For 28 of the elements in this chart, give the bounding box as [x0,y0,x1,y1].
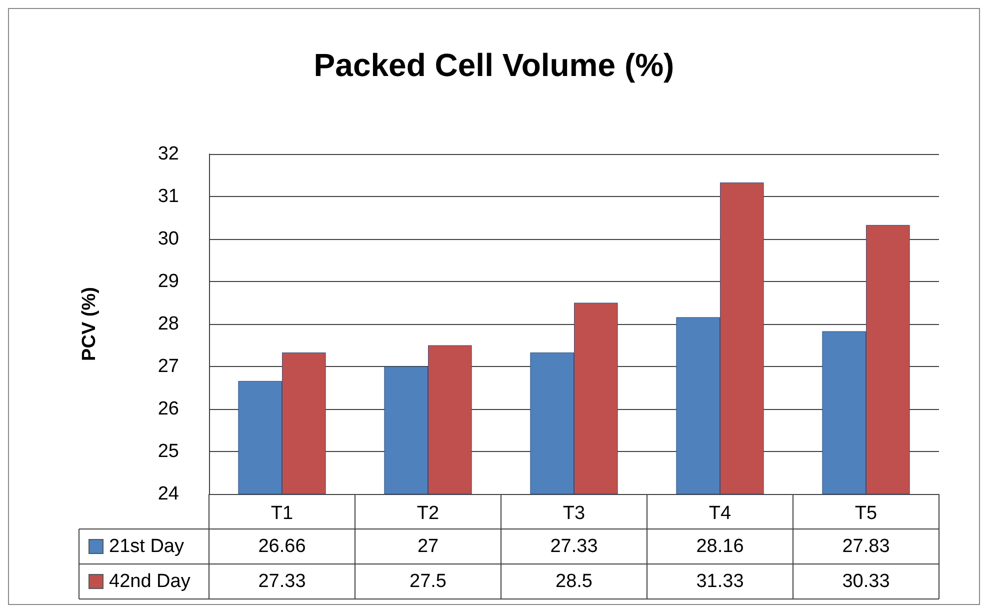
y-tick-label: 26 [158,398,179,420]
x-tick-label: T3 [562,503,586,524]
data-label: 27.33 [258,571,306,592]
data-label: 27.83 [842,536,890,557]
data-label: 27 [417,536,439,557]
data-label: 27.33 [550,536,598,557]
y-tick-label: 29 [158,271,179,292]
y-tick-label: 31 [158,186,179,207]
data-label: 27.5 [410,571,446,592]
y-tick-label: 30 [158,228,179,250]
chart-title: Packed Cell Volume (%) [314,47,674,83]
legend-label: 21st Day [109,536,184,557]
y-tick-label: 27 [158,356,179,377]
y-tick-label: 28 [158,314,179,334]
data-label: 28.16 [696,536,744,557]
data-label: 31.33 [696,571,744,592]
data-label: 30.33 [842,571,890,592]
x-tick-label: T5 [854,503,878,524]
x-tick-label: T1 [270,503,294,524]
legend-label: 42nd Day [109,571,191,592]
y-tick-label: 24 [158,484,180,504]
y-tick-label: 32 [158,144,179,164]
data-label: 26.66 [258,536,306,557]
x-tick-label: T2 [416,503,440,524]
y-axis-title: PCV (%) [79,287,100,361]
data-label: 28.5 [556,571,592,592]
x-tick-label: T4 [708,503,732,524]
y-tick-label: 25 [158,441,179,462]
